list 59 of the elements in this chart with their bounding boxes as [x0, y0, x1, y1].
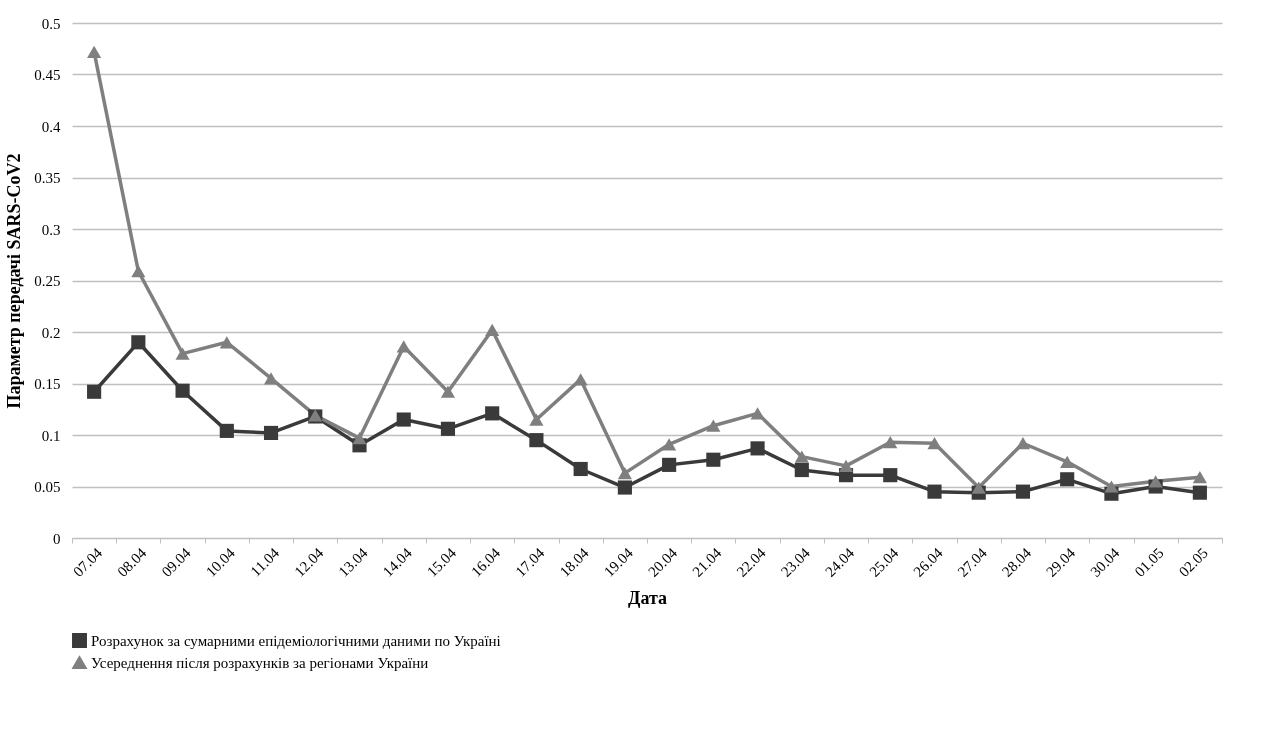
point	[883, 468, 898, 483]
point	[131, 265, 146, 278]
legend-label: Розрахунок за сумарними епідеміологічними даними по Україні	[91, 632, 501, 649]
point	[662, 438, 677, 451]
point	[1192, 471, 1207, 484]
point	[1060, 472, 1075, 487]
point	[883, 436, 898, 449]
y-tick-label: 0.15	[34, 376, 61, 392]
y-axis-title: Параметр передачі SARS-CoV2	[4, 153, 25, 409]
point	[87, 384, 102, 399]
point	[617, 466, 632, 480]
point	[175, 347, 190, 360]
y-tick-label: 0.05	[34, 479, 61, 495]
legend-label: Усереднення після розрахунків за регіонами України	[91, 654, 429, 671]
y-tick-label: 0.45	[34, 67, 61, 83]
y-tick-label: 0.3	[41, 221, 61, 238]
point	[485, 323, 500, 337]
point	[617, 480, 632, 495]
x-axis-title: Дата	[628, 587, 667, 608]
point	[794, 450, 809, 463]
y-tick-label: 0.2	[41, 324, 61, 341]
point	[1104, 480, 1119, 493]
point	[87, 45, 102, 58]
y-tick-label: 0	[53, 530, 61, 547]
y-tick-label: 0.1	[41, 427, 61, 444]
point	[440, 385, 456, 398]
point	[485, 406, 500, 421]
point	[1148, 475, 1163, 488]
point	[175, 383, 190, 398]
point	[219, 336, 234, 349]
y-tick-label: 0.5	[41, 15, 61, 32]
point	[706, 419, 721, 432]
point	[706, 452, 721, 467]
point	[1015, 437, 1031, 450]
point	[794, 462, 809, 478]
point	[131, 335, 146, 350]
point	[662, 457, 677, 472]
point	[573, 461, 588, 477]
point	[838, 459, 854, 473]
point	[1192, 485, 1207, 500]
point	[352, 431, 367, 445]
point	[219, 423, 234, 438]
point	[440, 421, 456, 436]
point	[927, 484, 942, 499]
point	[927, 437, 942, 450]
point	[1015, 484, 1031, 499]
point	[529, 433, 544, 448]
point	[396, 412, 411, 427]
point	[396, 340, 411, 353]
point	[750, 441, 765, 456]
point	[1060, 455, 1075, 468]
point	[750, 407, 765, 420]
y-tick-label: 0.35	[34, 170, 61, 186]
point	[573, 373, 588, 386]
y-tick-label: 0.4	[41, 118, 61, 135]
point	[529, 413, 544, 426]
point	[263, 425, 279, 441]
point	[971, 481, 986, 494]
y-tick-label: 0.25	[34, 273, 61, 289]
